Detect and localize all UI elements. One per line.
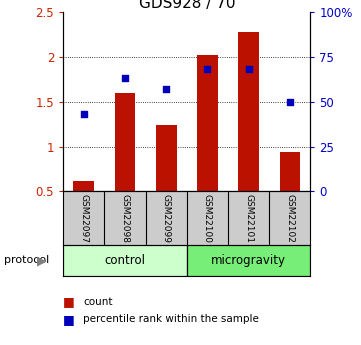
Point [205, 67, 210, 72]
Text: microgravity: microgravity [211, 254, 286, 267]
Text: count: count [83, 297, 113, 307]
Point [122, 76, 128, 81]
Bar [279, 152, 300, 191]
Point [163, 87, 169, 92]
Text: GSM22100: GSM22100 [203, 194, 212, 243]
Text: GSM22099: GSM22099 [162, 194, 171, 243]
Bar [156, 125, 177, 191]
Bar [74, 181, 94, 191]
Bar [187, 245, 310, 276]
Point [81, 111, 87, 117]
Text: control: control [104, 254, 145, 267]
Point [246, 67, 252, 72]
Bar [238, 32, 259, 191]
Text: protocol: protocol [4, 256, 49, 265]
Text: ▶: ▶ [37, 254, 46, 267]
Text: GSM22102: GSM22102 [285, 194, 294, 243]
Text: GSM22101: GSM22101 [244, 194, 253, 243]
Text: GSM22098: GSM22098 [121, 194, 130, 243]
Bar [115, 93, 135, 191]
Text: GSM22097: GSM22097 [79, 194, 88, 243]
Bar [63, 245, 187, 276]
Bar [197, 55, 218, 191]
Point [287, 99, 293, 105]
Text: ■: ■ [63, 313, 75, 326]
Text: percentile rank within the sample: percentile rank within the sample [83, 314, 259, 324]
Title: GDS928 / 70: GDS928 / 70 [139, 0, 235, 11]
Text: ■: ■ [63, 295, 75, 308]
